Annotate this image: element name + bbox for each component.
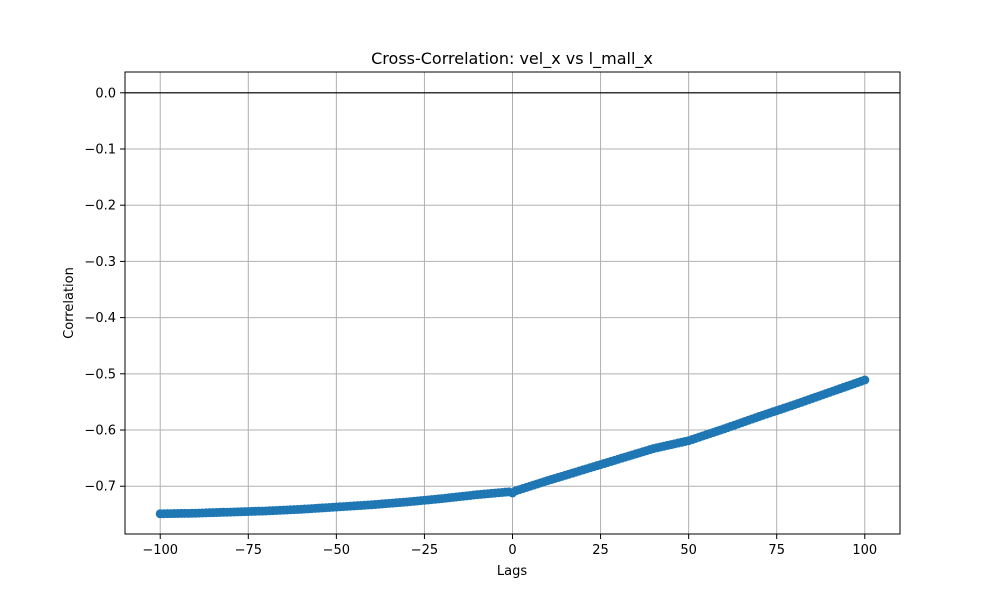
y-tick-label: −0.2 [84, 199, 116, 214]
grid [125, 72, 900, 534]
y-tick-label: −0.6 [84, 424, 116, 439]
data-point [860, 375, 870, 385]
x-tick-label: 0 [508, 543, 516, 558]
x-axis-ticks: −100 −75 −50 −25 0 25 50 75 100 [142, 534, 877, 558]
y-tick-label: 0.0 [95, 86, 116, 101]
x-tick-label: −75 [235, 543, 262, 558]
x-tick-label: 50 [680, 543, 697, 558]
x-tick-label: 25 [592, 543, 609, 558]
y-tick-label: −0.4 [84, 311, 116, 326]
y-tick-label: −0.7 [84, 480, 116, 495]
data-points [155, 375, 870, 519]
x-tick-label: −25 [411, 543, 438, 558]
y-axis-label: Correlation [62, 267, 77, 339]
x-tick-label: 75 [768, 543, 785, 558]
y-tick-label: −0.3 [84, 255, 116, 270]
y-tick-label: −0.5 [84, 367, 116, 382]
x-tick-label: −50 [323, 543, 350, 558]
chart-title: Cross-Correlation: vel_x vs l_mall_x [371, 49, 653, 69]
y-axis-ticks: 0.0 −0.1 −0.2 −0.3 −0.4 −0.5 −0.6 −0.7 [84, 86, 125, 495]
x-tick-label: 100 [852, 543, 877, 558]
y-tick-label: −0.1 [84, 143, 116, 158]
x-axis-label: Lags [497, 564, 527, 579]
x-tick-label: −100 [142, 543, 178, 558]
